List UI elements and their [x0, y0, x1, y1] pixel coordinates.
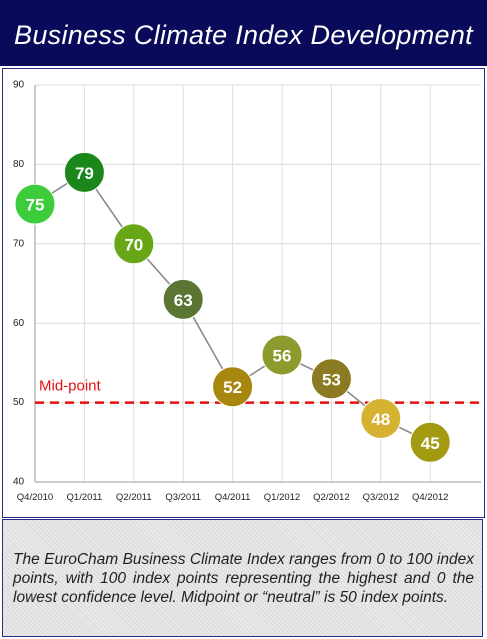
data-label: 75: [26, 196, 45, 215]
data-point: [14, 183, 56, 225]
x-tick-label: Q4/2012: [412, 492, 448, 503]
y-tick-label: 80: [13, 159, 25, 170]
data-point: [261, 334, 303, 376]
data-point: [113, 223, 155, 265]
data-point: [360, 397, 402, 439]
data-point: [162, 278, 204, 320]
data-label: 79: [75, 164, 94, 183]
chart-title: Business Climate Index Development: [14, 20, 473, 50]
reference-label: Mid-point: [39, 378, 102, 395]
header: Business Climate Index Development: [0, 0, 487, 66]
x-tick-label: Q1/2011: [67, 492, 103, 503]
data-point: [63, 151, 105, 193]
y-tick-label: 90: [13, 80, 25, 91]
data-label: 63: [174, 291, 193, 310]
data-point: [409, 421, 451, 463]
x-tick-label: Q2/2012: [313, 492, 349, 503]
data-point: [310, 358, 352, 400]
data-label: 56: [273, 346, 292, 365]
y-tick-label: 70: [13, 238, 25, 249]
y-tick-label: 60: [13, 318, 25, 329]
footnote: The EuroCham Business Climate Index rang…: [13, 551, 474, 606]
chart-box: 40 50 60 70 80 90 Q4/2010 Q1/2011 Q2/2011 Q3/2011…: [2, 68, 485, 518]
data-label: 70: [124, 235, 143, 254]
x-tick-label: Q1/2012: [264, 492, 300, 503]
data-label: 48: [371, 410, 390, 429]
y-tick-label: 50: [13, 397, 25, 408]
x-tick-label: Q2/2011: [116, 492, 152, 503]
data-label: 52: [223, 378, 242, 397]
footnote-box: The EuroCham Business Climate Index rang…: [2, 519, 483, 637]
chart: 40 50 60 70 80 90 Q4/2010 Q1/2011 Q2/2011 Q3/2011…: [13, 80, 481, 503]
data-label: 53: [322, 370, 341, 389]
data-point: [212, 366, 254, 408]
x-tick-label: Q4/2010: [17, 492, 53, 503]
x-tick-label: Q3/2012: [363, 492, 399, 503]
data-label: 45: [421, 434, 440, 453]
x-tick-label: Q4/2011: [215, 492, 251, 503]
y-tick-label: 40: [13, 477, 25, 488]
x-tick-label: Q3/2011: [165, 492, 201, 503]
